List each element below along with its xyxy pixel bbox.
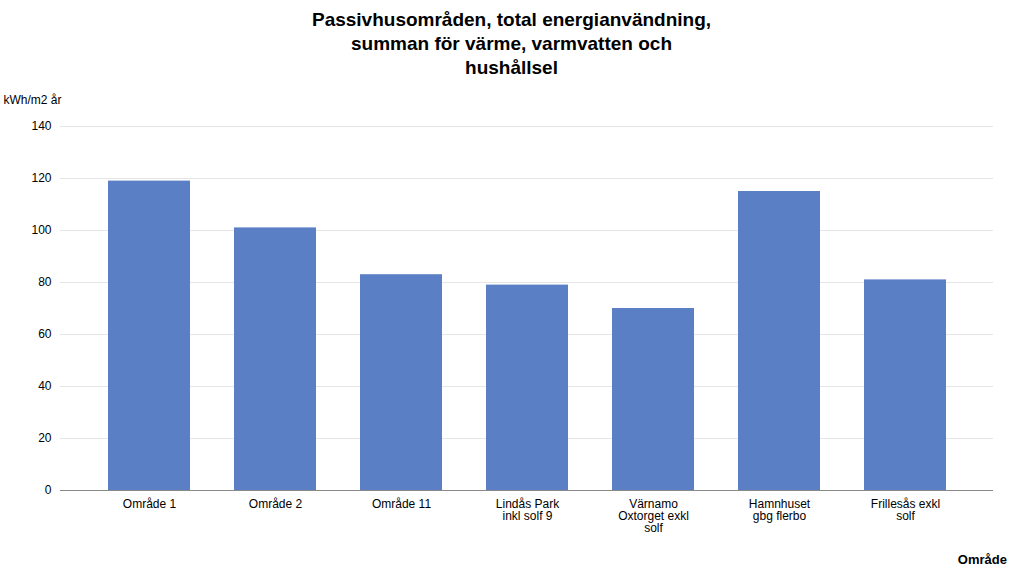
svg-text:Frillesås exklsolf: Frillesås exklsolf	[871, 497, 940, 523]
svg-text:40: 40	[38, 379, 52, 393]
svg-text:120: 120	[31, 171, 51, 185]
svg-text:Område 11: Område 11	[372, 497, 431, 511]
svg-text:Lindås Parkinkl solf 9: Lindås Parkinkl solf 9	[496, 497, 560, 523]
svg-text:Hamnhusetgbg flerbo: Hamnhusetgbg flerbo	[749, 497, 811, 523]
html-text:Passivhusområden, total energi: Passivhusområden, total energianvändning…	[312, 9, 711, 78]
svg-text:Område 1: Område 1	[123, 497, 177, 511]
html-text:Område: Område	[957, 552, 1007, 567]
svg-text:VärnamoOxtorget exklsolf: VärnamoOxtorget exklsolf	[618, 497, 689, 535]
svg-text:kWh/m2 år: kWh/m2 år	[4, 93, 62, 107]
svg-text:80: 80	[38, 275, 52, 289]
svg-text:20: 20	[38, 431, 52, 445]
svg-text:0: 0	[45, 483, 52, 497]
svg-text:60: 60	[38, 327, 52, 341]
svg-text:Område 2: Område 2	[249, 497, 303, 511]
svg-text:140: 140	[31, 119, 51, 133]
svg-text:100: 100	[31, 223, 51, 237]
